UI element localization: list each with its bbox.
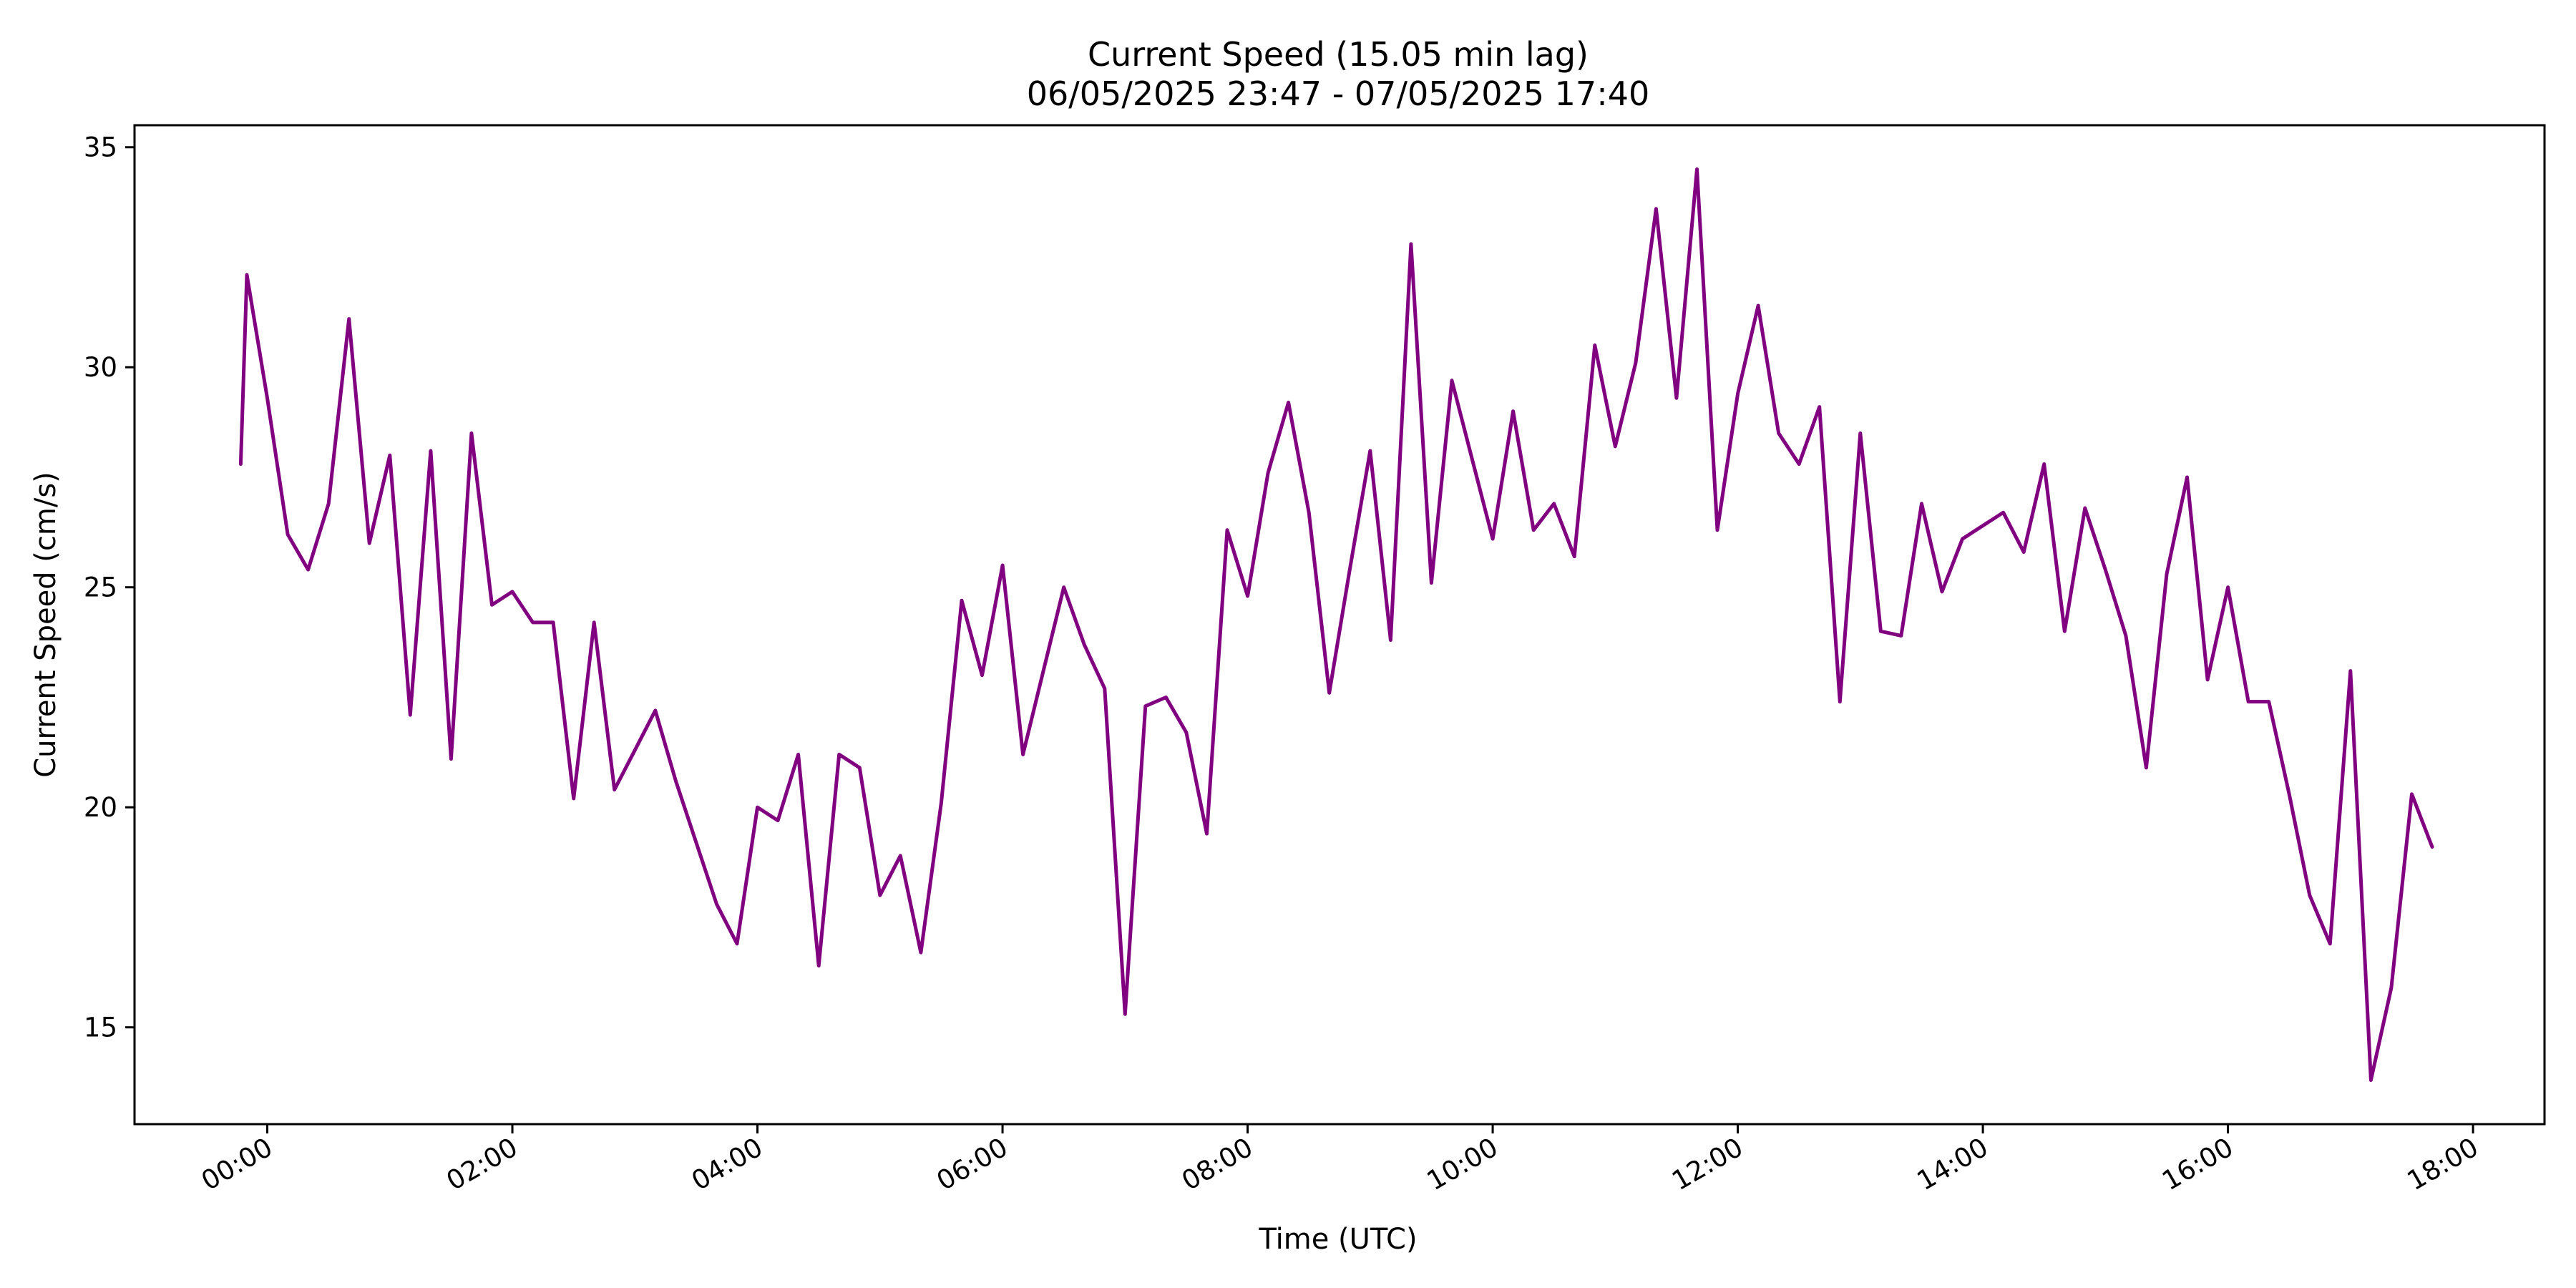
y-tick-label: 20 xyxy=(84,792,117,823)
chart-subtitle: 06/05/2025 23:47 - 07/05/2025 17:40 xyxy=(1027,74,1649,113)
plot-area-frame xyxy=(133,124,2546,1126)
current-speed-series-line xyxy=(238,167,2434,1082)
y-axis-ticks: 15 20 25 30 35 xyxy=(84,132,135,1043)
y-axis-label: Current Speed (cm/s) xyxy=(29,472,62,778)
y-tick-label: 15 xyxy=(84,1013,117,1043)
y-tick-label: 30 xyxy=(84,352,117,383)
y-tick-label: 35 xyxy=(84,132,117,163)
x-axis-label: Time (UTC) xyxy=(1258,1223,1417,1256)
chart-title: Current Speed (15.05 min lag) xyxy=(1088,35,1589,74)
y-tick-label: 25 xyxy=(84,572,117,603)
